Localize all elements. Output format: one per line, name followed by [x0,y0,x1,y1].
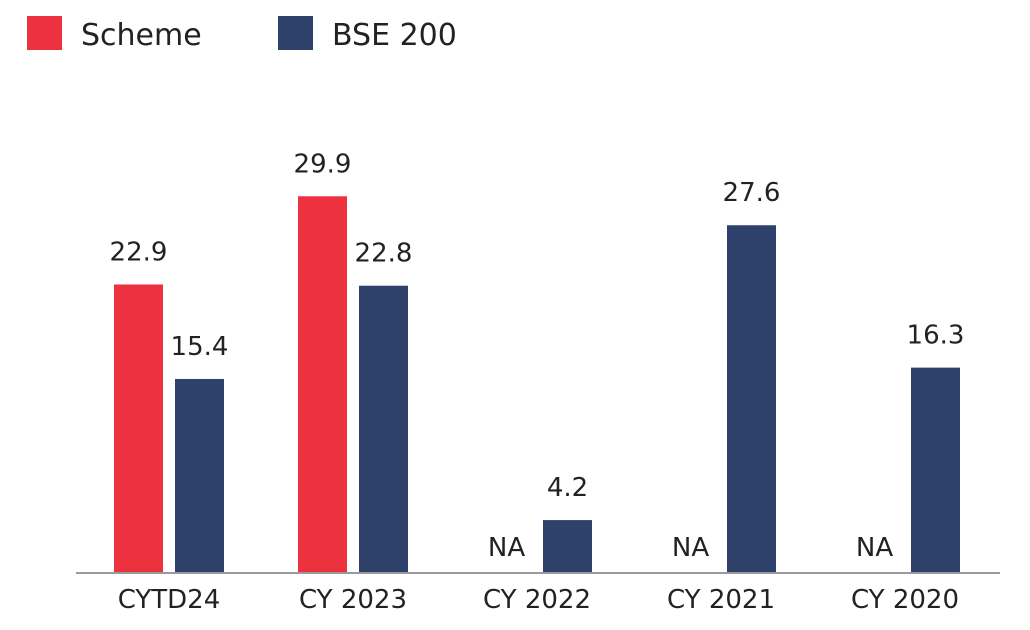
bars [114,196,960,574]
value-label-bse-200-0: 15.4 [171,332,229,362]
x-tick-label-2: CY 2022 [483,585,591,615]
bar-scheme-0 [114,284,163,573]
x-tick-labels: CYTD24 CY 2023 CY 2022 CY 2021 CY 2020 [118,585,959,615]
value-label-bse-200-3: 27.6 [723,178,781,208]
bar-scheme-1 [298,196,347,573]
bar-bse-200-2 [543,520,592,573]
bar-bse-200-1 [359,285,408,573]
value-label-scheme-1: 29.9 [294,149,352,179]
x-tick-label-4: CY 2020 [851,585,959,615]
bar-bse-200-4 [911,367,960,573]
legend-label-scheme: Scheme [81,18,202,53]
value-labels: 22.9 15.4 29.9 22.8 NA 4.2 NA 27.6 NA 16.3 [110,149,965,563]
legend-label-bse-200: BSE 200 [332,18,457,53]
value-label-scheme-4: NA [856,533,893,563]
legend-swatch-scheme [27,16,62,50]
value-label-bse-200-2: 4.2 [547,473,588,503]
x-tick-label-0: CYTD24 [118,585,221,615]
legend: Scheme BSE 200 [27,16,457,53]
value-label-bse-200-4: 16.3 [907,321,965,351]
legend-swatch-bse-200 [278,16,313,50]
bar-bse-200-0 [175,378,224,573]
value-label-scheme-2: NA [488,533,525,563]
value-label-bse-200-1: 22.8 [355,239,413,269]
value-label-scheme-3: NA [672,533,709,563]
x-tick-label-3: CY 2021 [667,585,775,615]
bar-bse-200-3 [727,225,776,574]
value-label-scheme-0: 22.9 [110,237,168,267]
x-tick-label-1: CY 2023 [299,585,407,615]
